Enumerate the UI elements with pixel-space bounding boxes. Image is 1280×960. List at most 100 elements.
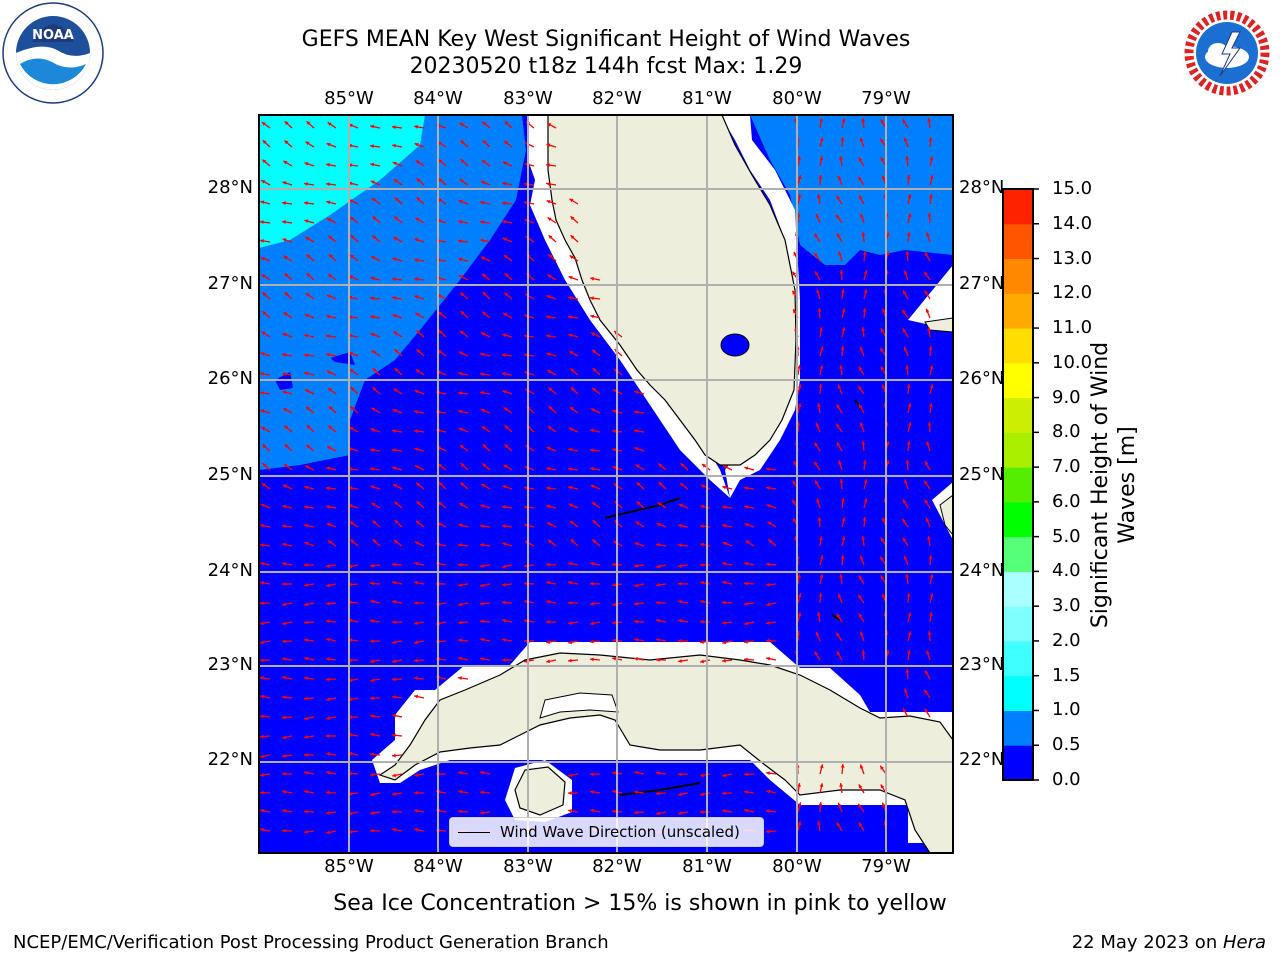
wave-arrow-head — [392, 580, 397, 585]
wave-arrow-head — [817, 612, 821, 616]
wave-arrow-head — [700, 504, 705, 509]
wave-arrow-head — [416, 178, 421, 183]
wave-arrow-head — [392, 640, 396, 645]
wave-arrow-head — [282, 542, 287, 547]
wave-arrow-head — [881, 802, 886, 807]
wave-arrow-head — [837, 442, 841, 447]
wave-arrow-head — [326, 697, 331, 702]
wave-arrow-head — [837, 233, 841, 238]
wave-arrow-head — [458, 351, 463, 356]
wave-arrow-head — [636, 482, 641, 487]
wave-arrow-head — [815, 422, 820, 427]
wave-arrow-head — [370, 581, 374, 586]
wave-arrow-head — [326, 182, 330, 187]
wave-arrow-head — [328, 406, 333, 410]
wave-arrow-head — [568, 467, 572, 472]
wave-arrow-head — [282, 639, 286, 644]
lon-tick-top: 79°W — [861, 88, 911, 109]
wave-arrow-head — [907, 213, 912, 218]
wave-arrow-head — [863, 289, 868, 294]
wave-arrow-head — [306, 273, 311, 278]
wave-arrow-head — [905, 574, 910, 578]
wave-arrow-head — [326, 790, 330, 795]
wave-arrow-head — [414, 409, 418, 414]
wave-arrow-head — [881, 384, 886, 389]
wave-arrow-head — [502, 505, 506, 509]
wave-arrow-head — [797, 802, 802, 807]
wave-arrow-head — [656, 771, 660, 776]
wave-arrow-head — [880, 537, 885, 542]
wave-arrow-head — [907, 403, 912, 408]
wave-arrow-head — [590, 408, 595, 412]
wave-arrow-head — [370, 714, 374, 718]
wave-arrow-head — [416, 501, 421, 505]
wave-arrow-head — [482, 463, 487, 468]
wave-arrow-head — [372, 539, 377, 544]
wave-arrow-head — [590, 657, 594, 662]
wave-arrow-head — [906, 441, 911, 445]
wave-arrow-head — [414, 601, 418, 605]
wave-arrow-head — [797, 384, 802, 389]
wave-arrow-head — [547, 522, 552, 526]
wave-arrow-head — [328, 254, 333, 258]
wave-arrow-head — [797, 175, 802, 180]
wave-arrow-head — [819, 118, 823, 122]
wave-arrow-head — [260, 658, 264, 663]
wave-arrow-head — [459, 179, 464, 183]
wave-arrow-head — [504, 273, 509, 277]
wave-arrow-head — [480, 504, 485, 508]
wave-arrow-head — [260, 714, 264, 719]
wave-arrow-head — [678, 543, 682, 548]
wave-arrow-head — [700, 640, 704, 644]
wave-arrow-head — [260, 409, 265, 414]
wave-arrow-head — [546, 199, 551, 204]
wave-arrow-head — [678, 564, 682, 568]
wave-arrow-head — [262, 159, 267, 164]
noaa-logo: NOAA — [2, 2, 104, 104]
wave-arrow-head — [260, 503, 265, 508]
wave-arrow-head — [924, 708, 929, 713]
wave-arrow-head — [349, 369, 354, 373]
wave-arrow-head — [502, 564, 507, 569]
wave-arrow-head — [634, 429, 638, 433]
wave-arrow-head — [327, 122, 332, 126]
florida-land — [547, 115, 797, 466]
wave-arrow-head — [504, 140, 508, 145]
wave-arrow-head — [503, 407, 508, 412]
wave-arrow-head — [282, 657, 286, 662]
wave-arrow-head — [480, 524, 484, 528]
lon-tick-bottom: 82°W — [592, 856, 642, 877]
wave-arrow-head — [370, 639, 374, 644]
wave-arrow-head — [766, 771, 770, 776]
wave-arrow-head — [438, 159, 443, 164]
wave-arrow-head — [460, 159, 465, 164]
wave-arrow-head — [305, 293, 310, 297]
wave-arrow-head — [837, 384, 842, 389]
wave-arrow-head — [858, 195, 863, 200]
wave-arrow-head — [590, 484, 595, 489]
wave-arrow-head — [612, 771, 616, 775]
wave-arrow-head — [260, 808, 264, 813]
wave-arrow-head — [634, 390, 639, 395]
chart-subtitle: 20230520 t18z 144h fcst Max: 1.29 — [409, 54, 803, 79]
wave-arrow-head — [836, 423, 840, 428]
wave-arrow-head — [282, 484, 287, 489]
wave-arrow-head — [481, 332, 486, 336]
wave-arrow-head — [282, 390, 287, 395]
wave-arrow-head — [722, 485, 727, 490]
wave-arrow-head — [928, 555, 933, 559]
wave-arrow-head — [839, 156, 843, 160]
wave-arrow-head — [612, 447, 616, 452]
lon-tick-bottom: 81°W — [682, 856, 732, 877]
wave-arrow-head — [902, 119, 907, 124]
colorbar-tick-label: 15.0 — [1052, 178, 1093, 199]
wave-arrow-head — [262, 311, 267, 316]
wave-arrow-head — [460, 292, 465, 297]
wave-arrow-head — [568, 296, 572, 300]
wave-arrow-head — [569, 407, 574, 411]
wave-arrow-head — [304, 201, 308, 206]
wave-arrow-head — [860, 422, 864, 427]
wave-arrow-head — [524, 563, 528, 568]
wave-arrow-head — [612, 602, 617, 607]
